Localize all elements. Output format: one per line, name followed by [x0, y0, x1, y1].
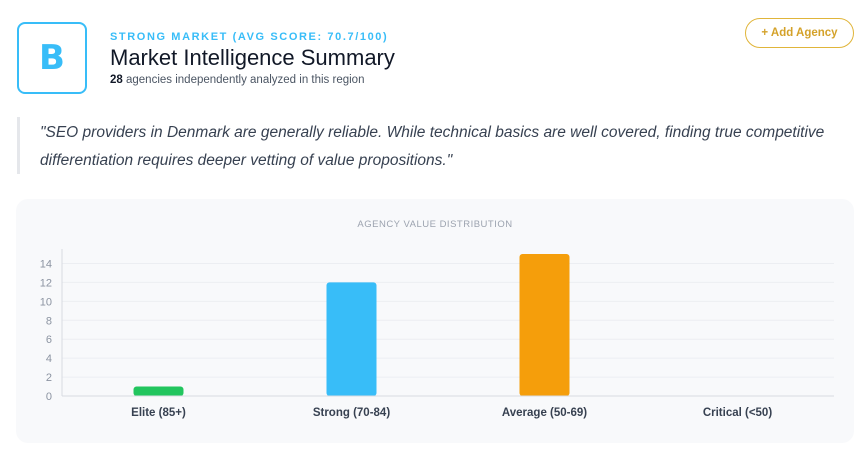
y-tick-label: 8	[46, 315, 52, 327]
y-tick-label: 4	[46, 353, 52, 365]
x-category-label: Elite (85+)	[131, 407, 186, 419]
agency-count-subtitle: 28 agencies independently analyzed in th…	[110, 74, 364, 86]
y-tick-label: 10	[40, 296, 52, 308]
agency-count: 28	[110, 74, 123, 86]
page-title: Market Intelligence Summary	[110, 45, 395, 70]
add-agency-button[interactable]: + Add Agency	[745, 18, 854, 48]
market-quote: "SEO providers in Denmark are generally …	[17, 117, 837, 174]
x-category-label: Critical (<50)	[703, 407, 773, 419]
x-category-label: Average (50-69)	[502, 407, 587, 419]
bar[interactable]	[133, 386, 184, 396]
subtitle-text: agencies independently analyzed in this …	[122, 74, 365, 86]
y-tick-label: 6	[46, 334, 52, 346]
x-category-label: Strong (70-84)	[313, 407, 390, 419]
grade-badge: B	[17, 22, 87, 94]
chart-title: AGENCY VALUE DISTRIBUTION	[357, 219, 512, 230]
value-distribution-chart: AGENCY VALUE DISTRIBUTION 0 2 4 6 8 10 12 14 Eli…	[16, 199, 854, 443]
y-tick-label: 2	[46, 372, 52, 384]
chart-svg: AGENCY VALUE DISTRIBUTION 0 2 4 6 8 10 12 14 Eli…	[40, 219, 834, 419]
bar[interactable]	[326, 282, 377, 396]
y-tick-label: 12	[40, 277, 52, 289]
bar[interactable]	[519, 254, 570, 396]
y-tick-label: 14	[40, 258, 52, 270]
market-strength-label: STRONG MARKET (AVG SCORE: 70.7/100)	[110, 31, 389, 43]
y-tick-label: 0	[46, 391, 52, 403]
